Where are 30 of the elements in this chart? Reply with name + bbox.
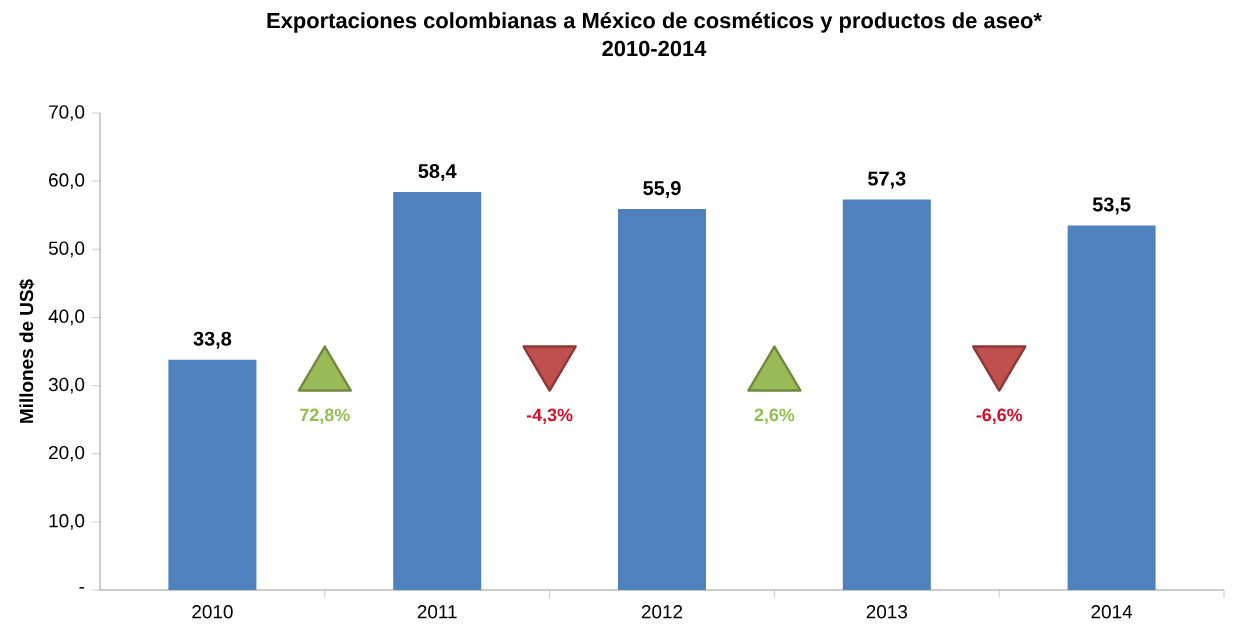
- bar: [168, 359, 257, 590]
- x-tick-label: 2012: [641, 605, 683, 619]
- y-tick-label: 40,0: [48, 309, 85, 326]
- bar: [618, 209, 706, 590]
- bar: [842, 199, 931, 590]
- data-label: 53,5: [1092, 197, 1131, 215]
- y-tick-label: -: [79, 587, 85, 589]
- y-tick-label: 10,0: [49, 514, 85, 530]
- annotation: 2,6%: [754, 408, 795, 424]
- y-tick-label: 70,0: [49, 105, 85, 121]
- bar: [393, 192, 482, 590]
- bar: [1067, 225, 1156, 590]
- data-label: 57,3: [868, 171, 906, 189]
- x-tick-label: 2010: [192, 605, 233, 619]
- chart-subtitle: 2010-2014: [602, 40, 707, 57]
- y-tick-label: 60,0: [49, 173, 85, 189]
- y-tick-label: 30,0: [48, 377, 85, 394]
- data-label: 58,4: [418, 164, 457, 182]
- x-tick-label: 2014: [1091, 605, 1133, 619]
- annotation: 72,8%: [300, 408, 350, 424]
- y-tick-label: 50,0: [48, 241, 85, 258]
- annotation: -4,3%: [526, 408, 573, 424]
- y-tick-label: 20,0: [49, 445, 85, 462]
- y-axis-title: Millones de US$: [18, 279, 35, 423]
- data-label: 55,9: [643, 181, 681, 199]
- annotation: -6,6%: [976, 408, 1023, 424]
- data-label: 33,8: [193, 331, 232, 349]
- x-tick-label: 2011: [417, 605, 457, 619]
- chart-title: Exportaciones colombianas a México de cosméticos y productos de aseo*: [267, 12, 1042, 33]
- x-tick-label: 2013: [866, 605, 908, 619]
